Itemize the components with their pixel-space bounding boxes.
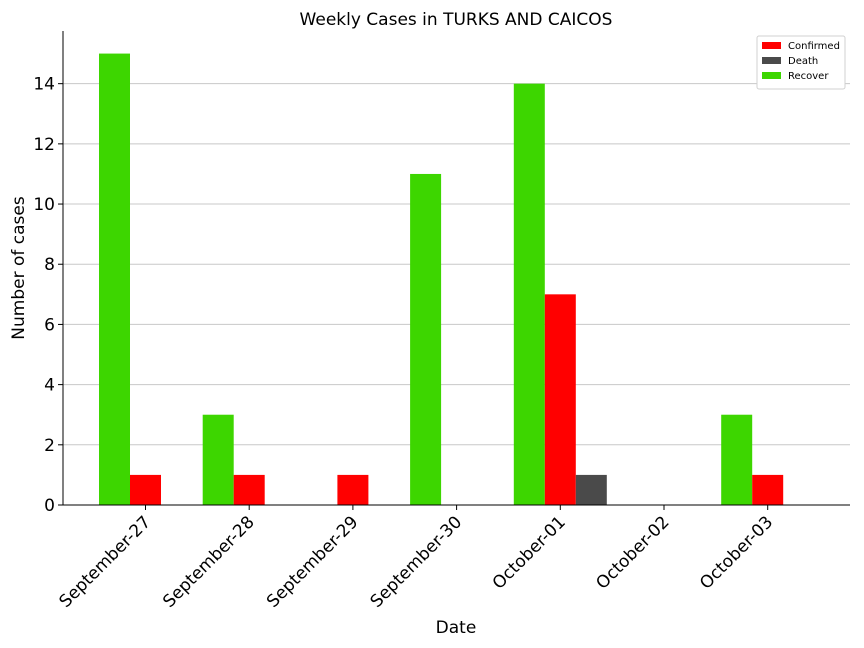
y-axis-label: Number of cases bbox=[9, 196, 29, 340]
bar-death-4 bbox=[575, 474, 607, 505]
x-tick-label-6: October-03 bbox=[696, 512, 777, 593]
legend: Confirmed Death Recover bbox=[756, 35, 846, 90]
legend-label-death: Death bbox=[788, 56, 818, 67]
legend-swatch-confirmed bbox=[762, 42, 781, 49]
y-tick-label-5: 10 bbox=[33, 195, 55, 215]
legend-label-confirmed: Confirmed bbox=[788, 41, 840, 52]
x-tick-label-0: September-27 bbox=[56, 512, 155, 611]
x-tick-label-2: September-29 bbox=[263, 512, 362, 611]
y-tick-label-1: 2 bbox=[44, 436, 55, 456]
x-ticks: September-27 September-28 September-29 Sept… bbox=[56, 505, 777, 612]
y-tick-label-4: 8 bbox=[44, 255, 55, 275]
bar-recover-6 bbox=[721, 414, 753, 505]
bar-confirmed-0 bbox=[130, 474, 161, 505]
bar-recover-1 bbox=[202, 414, 234, 505]
legend-swatch-death bbox=[762, 57, 781, 64]
bar-recover-3 bbox=[410, 173, 442, 505]
x-tick-label-3: September-30 bbox=[367, 512, 466, 611]
x-axis-label: Date bbox=[436, 618, 477, 638]
bar-confirmed-4 bbox=[544, 294, 576, 505]
x-tick-label-4: October-01 bbox=[489, 512, 570, 593]
bars bbox=[99, 53, 784, 506]
y-ticks: 0 2 4 6 8 10 12 14 bbox=[33, 75, 63, 516]
y-tick-label-2: 4 bbox=[44, 376, 55, 396]
y-tick-label-7: 14 bbox=[33, 75, 55, 95]
gridlines bbox=[63, 83, 850, 446]
bar-confirmed-1 bbox=[233, 474, 265, 505]
legend-swatch-recover bbox=[762, 72, 781, 79]
chart-title: Weekly Cases in TURKS AND CAICOS bbox=[300, 10, 613, 30]
bar-recover-4 bbox=[513, 83, 545, 506]
y-tick-label-3: 6 bbox=[44, 315, 55, 335]
bar-confirmed-2 bbox=[337, 474, 369, 505]
x-tick-label-5: October-02 bbox=[592, 512, 673, 593]
y-tick-label-0: 0 bbox=[44, 496, 55, 516]
x-tick-label-1: September-28 bbox=[159, 512, 258, 611]
legend-label-recover: Recover bbox=[788, 71, 829, 82]
bar-recover-0 bbox=[99, 53, 130, 505]
y-tick-label-6: 12 bbox=[33, 135, 55, 155]
bar-confirmed-6 bbox=[752, 474, 784, 505]
